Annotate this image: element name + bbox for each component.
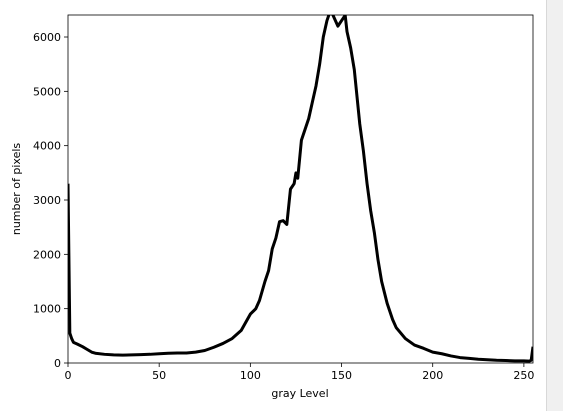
y-tick-label: 0 — [54, 357, 61, 370]
y-axis-label: number of pixels — [10, 143, 23, 236]
x-tick-label: 150 — [331, 369, 352, 382]
y-tick-label: 3000 — [33, 194, 61, 207]
y-tick-label: 6000 — [33, 31, 61, 44]
y-tick-label: 2000 — [33, 248, 61, 261]
x-tick-label: 50 — [152, 369, 166, 382]
plot-area — [68, 15, 533, 363]
x-tick-label: 250 — [513, 369, 534, 382]
y-tick-label: 1000 — [33, 303, 61, 316]
axes-frame — [67, 14, 534, 364]
histogram-line — [68, 15, 533, 363]
y-tick-label: 4000 — [33, 140, 61, 153]
x-tick-label: 100 — [240, 369, 261, 382]
x-axis-label: gray Level — [271, 387, 328, 400]
scrollbar — [546, 0, 563, 411]
y-tick-label: 5000 — [33, 85, 61, 98]
x-tick-label: 0 — [65, 369, 72, 382]
x-tick-label: 200 — [422, 369, 443, 382]
